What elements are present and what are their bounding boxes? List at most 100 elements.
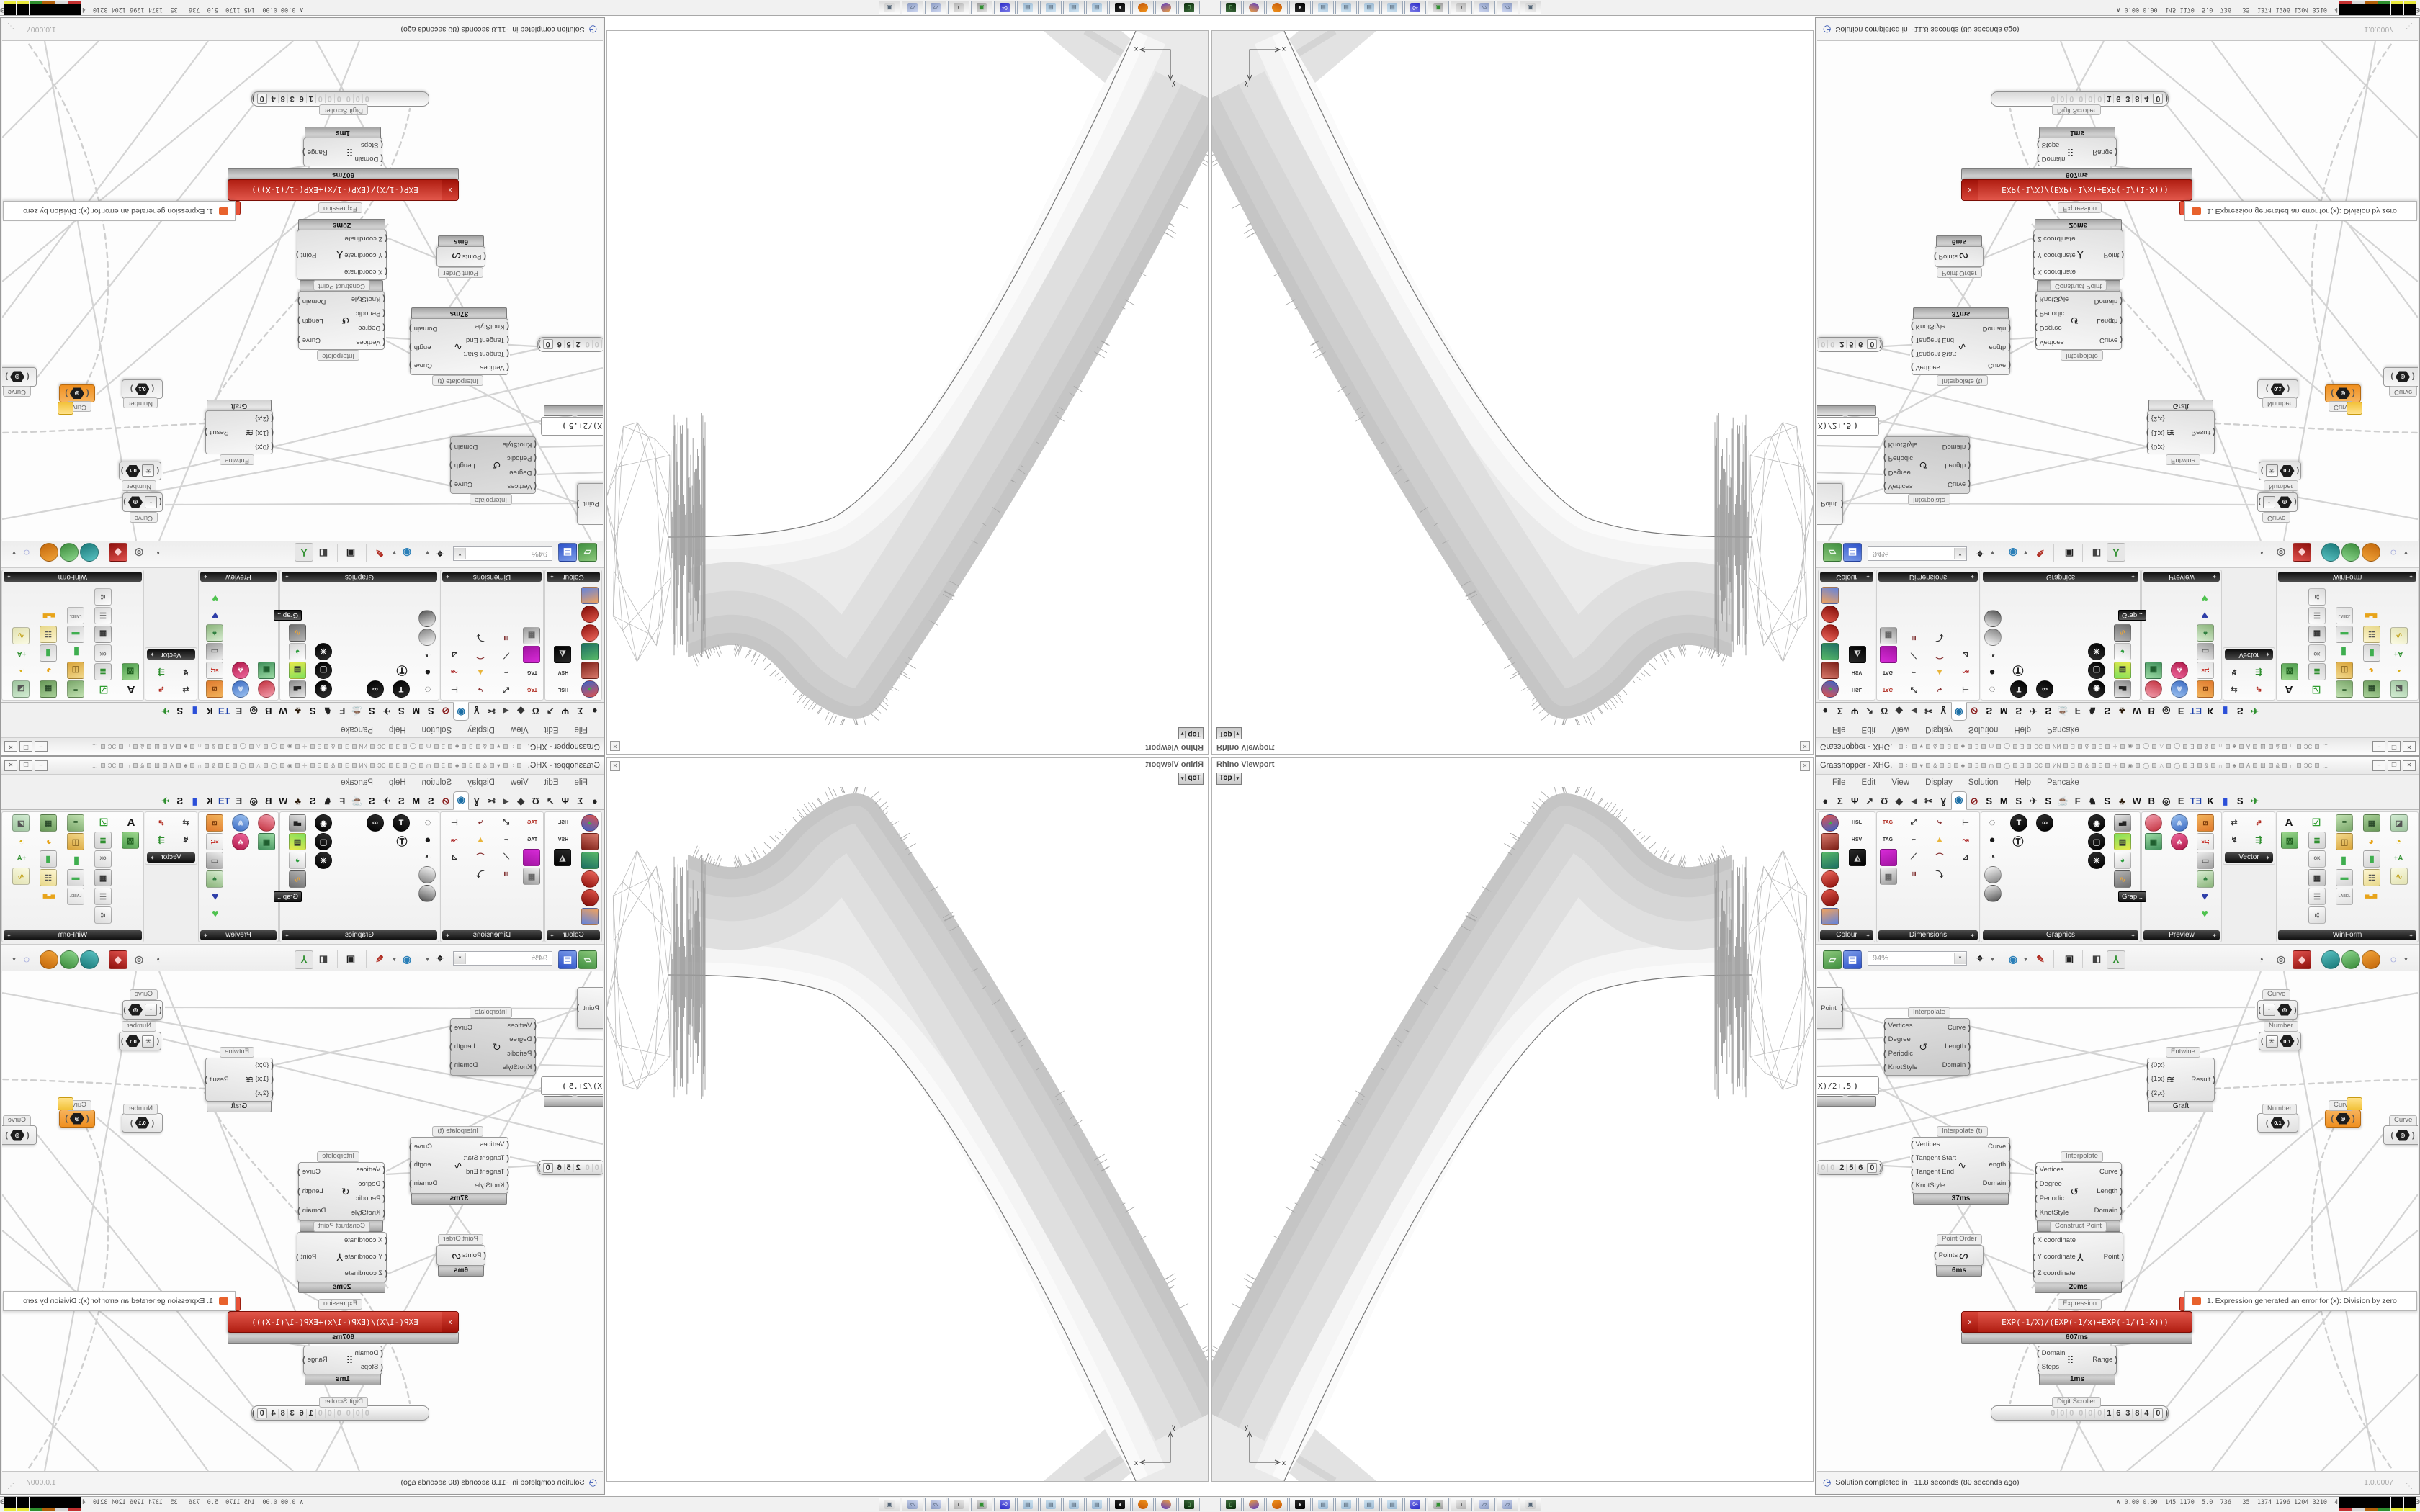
save-file-button[interactable]: ▤ <box>1843 543 1862 562</box>
only-draw-selected-button[interactable] <box>2321 950 2340 969</box>
ribbon-icon[interactable]: ☑ <box>2308 814 2324 830</box>
tab-17[interactable]: F <box>2074 706 2081 716</box>
scroller-exponent[interactable]: 0 <box>2153 94 2164 104</box>
preview-off-button[interactable]: ◔ <box>151 544 168 562</box>
tab-6[interactable]: ◄ <box>501 706 511 716</box>
wire-grip[interactable]: ( <box>2390 1130 2393 1140</box>
ribbon-icon[interactable]: ◔ <box>2390 663 2406 679</box>
ribbon-icon[interactable]: ⁂ <box>2171 680 2188 698</box>
notepad-icon[interactable]: ▤ <box>1335 1 1357 14</box>
ribbon-icon[interactable]: ◕ <box>1821 680 1839 698</box>
preview-off-button[interactable]: ◔ <box>151 950 168 968</box>
scroller-digit[interactable]: 3 <box>287 94 297 104</box>
chevron-down-icon[interactable]: ▼ <box>12 958 17 963</box>
component-label[interactable]: Entwine <box>2166 1047 2200 1058</box>
param-curve[interactable]: (◎) <box>2383 1125 2418 1145</box>
maximize-button[interactable]: ❐ <box>19 741 32 752</box>
gimp-icon[interactable]: ◗ <box>1289 1 1311 14</box>
wire-grip[interactable]: ) <box>2165 94 2168 104</box>
zoom-combobox[interactable]: 94% ▼ <box>1868 546 1967 561</box>
wire-grip[interactable]: ( <box>534 467 537 477</box>
param-curve[interactable]: (↑ ◎) <box>2257 492 2298 512</box>
ribbon-icon[interactable]: ☷ <box>2363 869 2380 886</box>
ribbon-icon[interactable] <box>581 889 599 906</box>
ribbon-icon[interactable]: ▬ <box>2336 869 2353 886</box>
ribbon-icon[interactable]: ⤵ <box>1932 630 1948 646</box>
wire-grip[interactable]: ( <box>2146 1061 2149 1070</box>
preview-settings-button[interactable]: ◉ <box>398 544 416 562</box>
tab-13[interactable]: S <box>2015 706 2022 716</box>
ribbon-icon[interactable] <box>1821 643 1839 660</box>
preview-off-button[interactable]: ◔ <box>2252 950 2269 968</box>
panel-expand-icon[interactable]: ✦ <box>445 932 450 939</box>
menu-item-edit[interactable]: Edit <box>1861 778 1876 787</box>
ribbon-icon[interactable]: TAG <box>1880 665 1896 680</box>
tab-14[interactable]: ✈ <box>382 796 391 806</box>
wire-grip[interactable]: ) <box>409 1161 412 1170</box>
tab-24[interactable]: E <box>236 706 243 716</box>
notepad-icon[interactable]: ▤ <box>1017 1498 1039 1511</box>
tab-15[interactable]: S <box>368 796 375 806</box>
tab-22[interactable]: B <box>2148 796 2155 806</box>
param-curve[interactable]: (↑ ◎) <box>122 1000 163 1020</box>
wire-grip[interactable]: ) <box>252 94 255 104</box>
wire-grip[interactable]: ) <box>449 480 452 488</box>
ribbon-icon[interactable]: +A <box>2390 850 2406 866</box>
preview-shaded-button[interactable]: ◆ <box>109 950 127 969</box>
tab-26[interactable]: K <box>206 706 213 716</box>
wire-grip[interactable]: ) <box>2213 428 2215 437</box>
close-button[interactable]: ✕ <box>4 741 17 752</box>
ribbon-icon[interactable]: HSV <box>1849 665 1865 680</box>
wire-grip[interactable]: ( <box>380 1349 383 1358</box>
panel-expand-icon[interactable]: ✦ <box>2130 932 2136 939</box>
close-icon[interactable]: ✕ <box>1800 741 1810 751</box>
scroller-digit[interactable]: 0 <box>315 94 326 104</box>
ribbon-icon[interactable]: ◭ <box>554 849 571 866</box>
ribbon-icon[interactable]: ⇶ <box>153 665 169 680</box>
component-point-order[interactable]: (Points ᔕ <box>1934 246 1984 267</box>
only-draw-selected-button[interactable] <box>80 543 99 562</box>
wire-grip[interactable]: ) <box>2412 1130 2415 1140</box>
wire-grip[interactable]: ( <box>1934 1251 1937 1260</box>
ribbon-icon[interactable]: ∿ <box>2114 624 2131 642</box>
ribbon-icon[interactable]: ◔ <box>420 647 436 663</box>
ribbon-icon[interactable]: ≡ <box>67 680 84 698</box>
tab-1[interactable]: Σ <box>577 796 583 806</box>
preview-settings-button[interactable]: ◉ <box>2004 544 2022 562</box>
wire-grip[interactable]: ) <box>297 335 300 344</box>
wire-grip[interactable]: ( <box>27 1130 30 1140</box>
ribbon-icon[interactable]: ⑆ <box>2308 588 2326 606</box>
ribbon-icon[interactable] <box>1880 849 1897 866</box>
menu-item-display[interactable]: Display <box>467 778 495 787</box>
menu-item-pancake[interactable]: Pancake <box>341 725 373 734</box>
ribbon-icon[interactable]: ◕ <box>581 814 599 832</box>
panel-expand-icon[interactable]: ✦ <box>2408 932 2414 939</box>
wire-grip[interactable]: ( <box>2033 251 2035 260</box>
wire-grip[interactable]: ( <box>2265 384 2269 394</box>
tab-12[interactable]: M <box>412 796 421 806</box>
tab-9[interactable]: ◉ <box>1950 791 1967 810</box>
component-interpolate-t-[interactable]: (Vertices(Tangent Start(Tangent End(Knot… <box>409 1137 509 1194</box>
notepad-icon[interactable]: ▤ <box>1017 1 1039 14</box>
grasshopper-canvas[interactable]: (Point)Interpolate(Vertices(Degree(Perio… <box>1817 41 2418 541</box>
ribbon-icon[interactable]: ⊢ <box>1958 814 1973 830</box>
ribbon-icon[interactable]: ✳ <box>2088 852 2105 869</box>
param-curv[interactable]: (◎) <box>2325 384 2361 402</box>
selection-region-button[interactable]: ◌ <box>18 950 35 968</box>
wire-grip[interactable]: ( <box>506 335 509 344</box>
wire-grip[interactable]: ) <box>2213 1075 2215 1084</box>
blender-icon[interactable] <box>1132 1498 1154 1511</box>
ribbon-icon[interactable]: ◔ <box>14 833 30 849</box>
chevron-down-icon[interactable]: ▼ <box>2023 549 2028 554</box>
wire-grip[interactable]: ( <box>385 1252 387 1261</box>
tab-1[interactable]: Σ <box>577 706 583 716</box>
wire-grip[interactable]: ( <box>534 439 537 449</box>
wire-grip[interactable]: ( <box>534 1063 537 1073</box>
scroller-digit[interactable]: 0 <box>362 94 372 104</box>
ribbon-icon[interactable]: ⌐ <box>1906 832 1922 847</box>
scroller-digit[interactable]: 6 <box>555 340 565 349</box>
ribbon-icon[interactable] <box>1821 870 1839 888</box>
ribbon-icon[interactable]: ● <box>420 665 436 680</box>
ribbon-icon[interactable]: ▲ <box>1932 665 1948 680</box>
param-curv[interactable]: (◎) <box>2325 1110 2361 1128</box>
